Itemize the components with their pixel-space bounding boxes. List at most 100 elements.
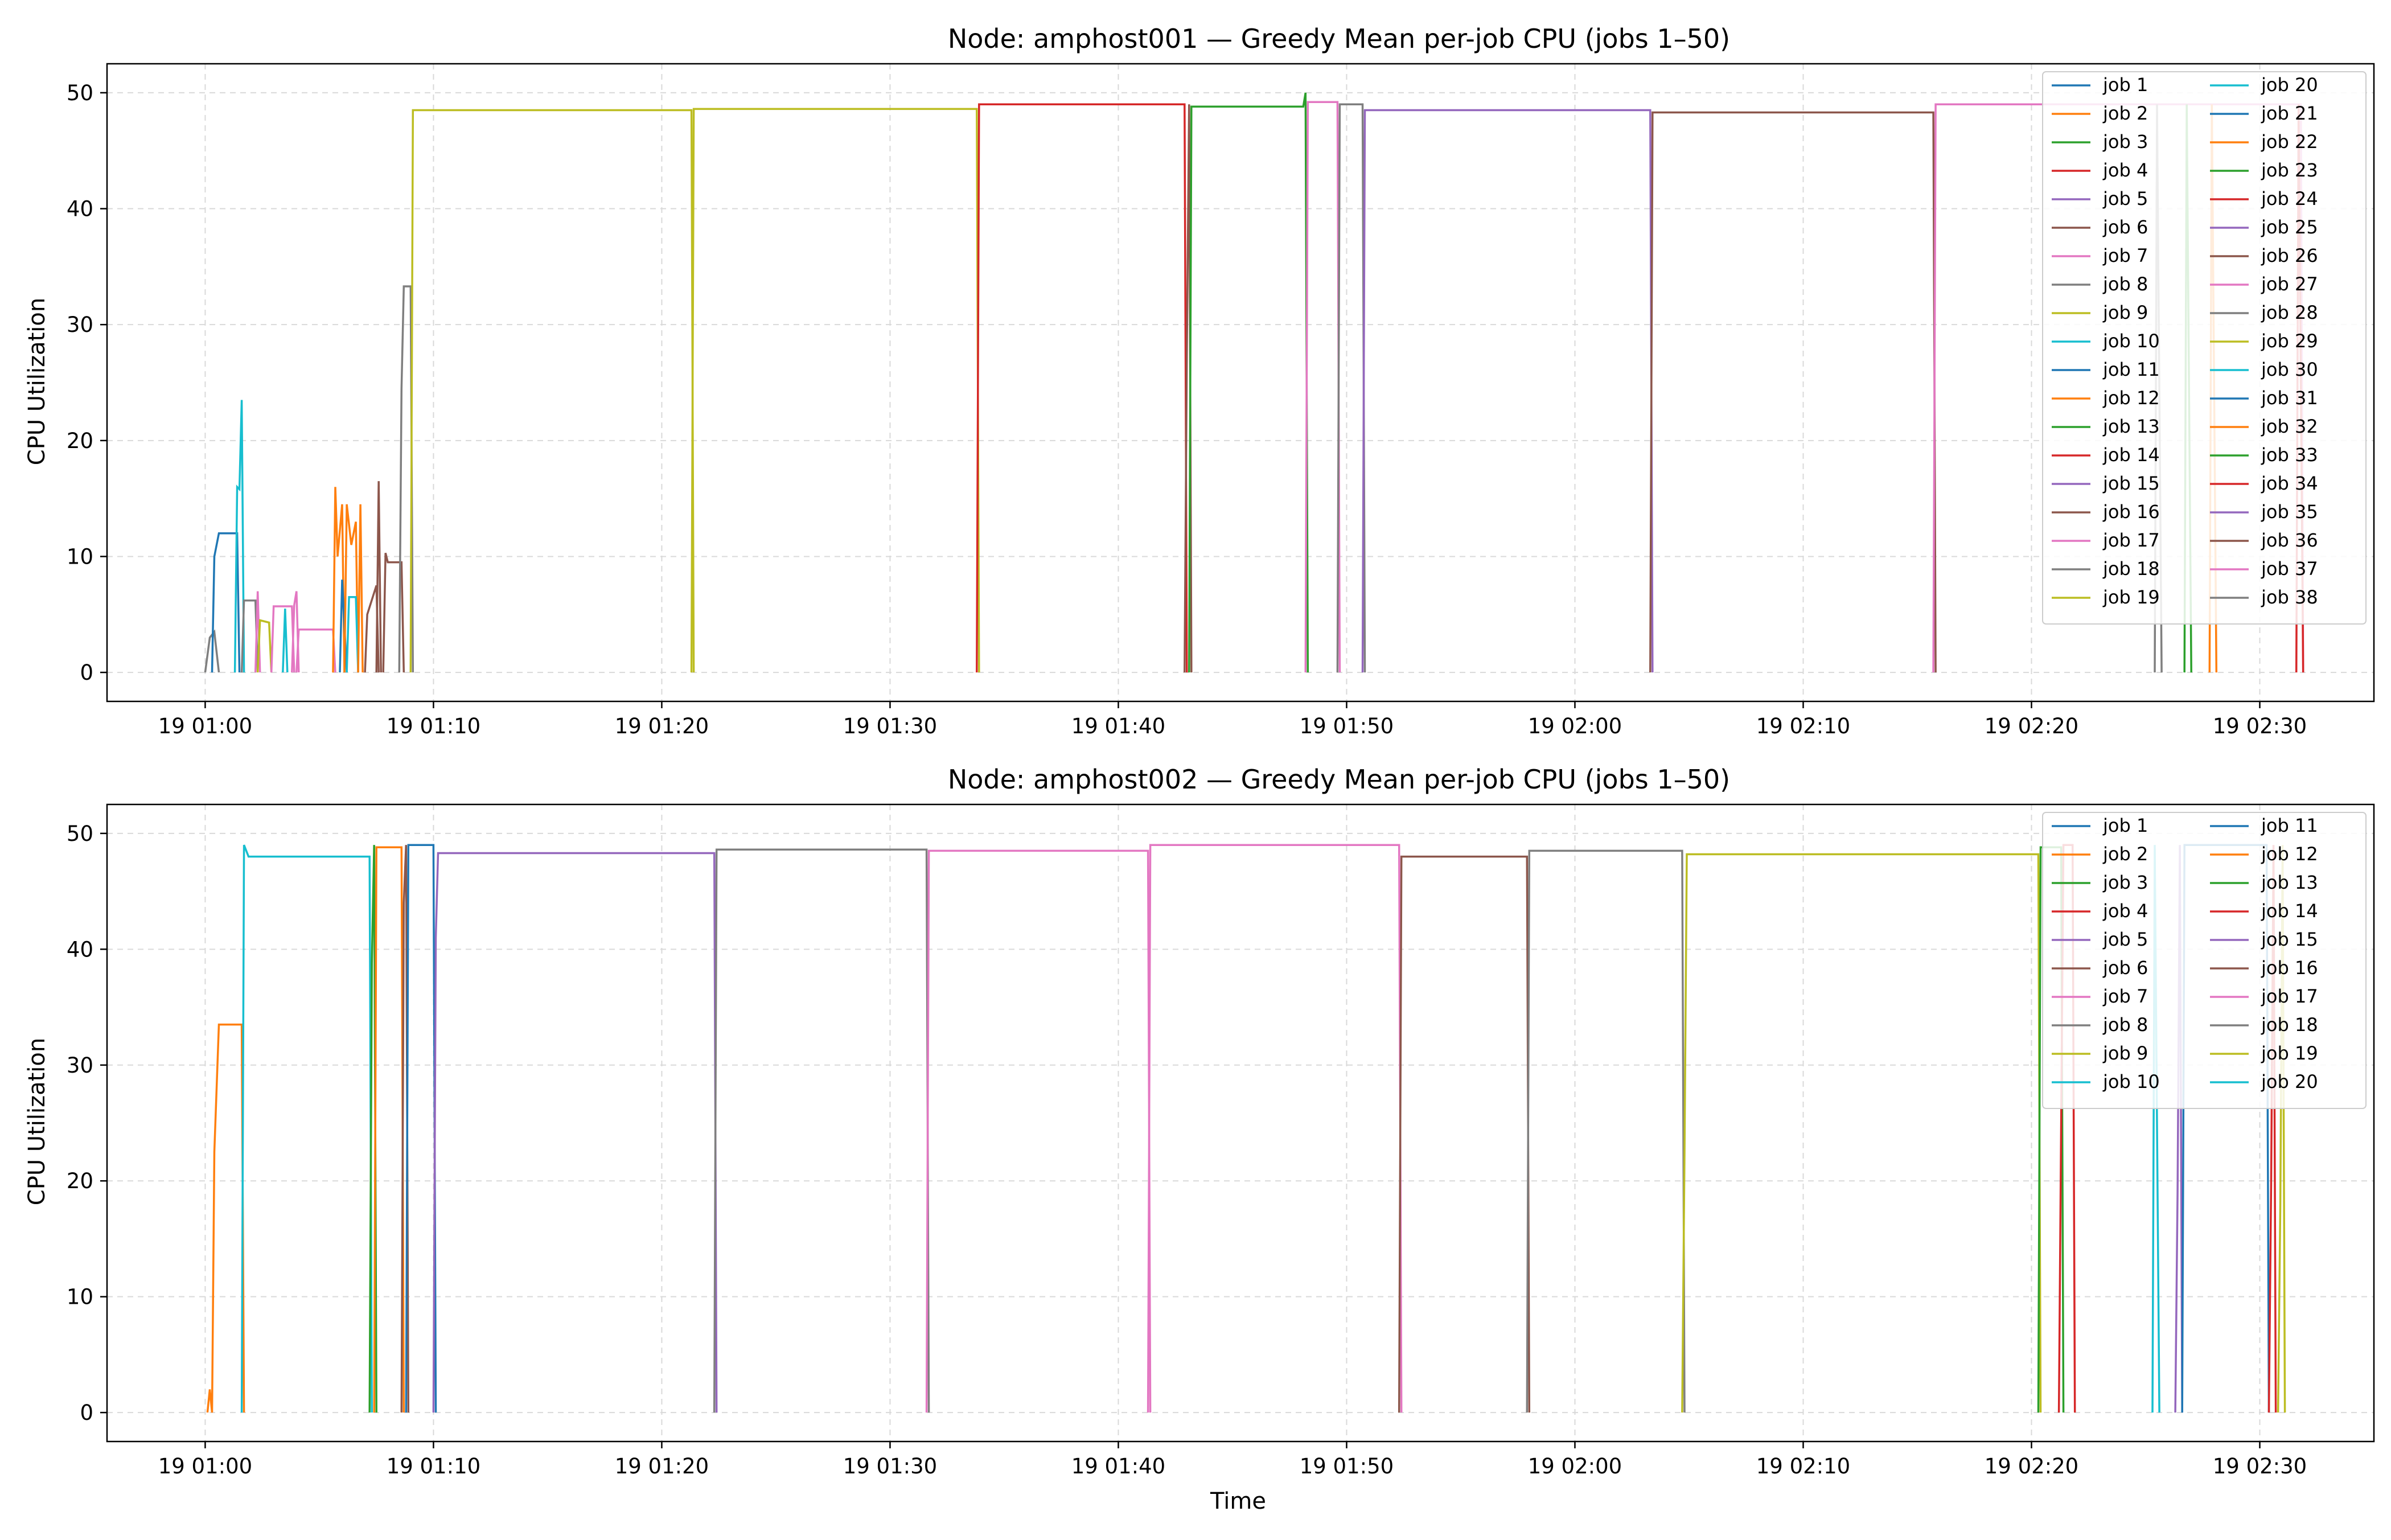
y-tick-label: 20 (67, 429, 93, 453)
tick-labels: 19 01:00 19 01:10 19 01:20 19 01:30 19 01:40… (67, 81, 2307, 738)
legend-entry: job 12 (2261, 843, 2318, 865)
legend-entry: job 22 (2261, 131, 2318, 153)
series-line-job-2 (206, 1023, 245, 1413)
legend-entry: job 23 (2261, 159, 2318, 181)
legend-entry: job 31 (2261, 387, 2318, 409)
legend-entry: job 38 (2261, 586, 2318, 608)
legend-entry: job 20 (2261, 74, 2318, 96)
series-line-job-18 (1526, 849, 1686, 1413)
legend-entry: job 30 (2261, 359, 2318, 380)
series-line-job-11 (211, 532, 241, 673)
y-tick-label: 0 (80, 660, 93, 685)
x-tick-label: 19 01:00 (158, 714, 252, 738)
y-axis-label: CPU Utilization (24, 1038, 50, 1205)
legend-entry: job 1 (2102, 815, 2148, 836)
legend-entry: job 8 (2102, 273, 2148, 295)
x-tick-label: 19 02:10 (1756, 714, 1850, 738)
series-line-job-20 (282, 609, 289, 673)
legend-box (2042, 71, 2367, 625)
plot-frame (106, 63, 2375, 703)
legend-entry: job 9 (2102, 302, 2148, 323)
legend-entry: job 14 (2102, 444, 2160, 466)
x-tick-label: 19 02:00 (1528, 1454, 1622, 1479)
legend-entry: job 26 (2261, 245, 2318, 266)
legend-entry: job 15 (2261, 929, 2318, 950)
legend-entry: job 9 (2102, 1042, 2148, 1064)
legend-entry: job 7 (2102, 985, 2148, 1007)
legend-entry: job 24 (2261, 188, 2318, 210)
x-tick-label: 19 01:40 (1071, 1454, 1165, 1479)
legend-entry: job 25 (2261, 216, 2318, 238)
legend-entry: job 2 (2102, 843, 2148, 865)
legend-entry: job 28 (2261, 302, 2318, 323)
legend-entry: job 34 (2261, 473, 2318, 494)
legend-entry: job 11 (2261, 815, 2318, 836)
legend-entry: job 18 (2102, 558, 2160, 580)
legend-entry: job 12 (2102, 387, 2160, 409)
legend-entry: job 8 (2102, 1014, 2148, 1036)
x-axis-label: Time (1210, 1488, 1266, 1514)
legend-entry: job 6 (2102, 957, 2148, 979)
y-tick-label: 40 (67, 937, 93, 962)
legend-entry: job 2 (2102, 102, 2148, 124)
legend-entry: job 5 (2102, 188, 2148, 210)
legend: job 1 job 2 job 3 job 4 job 5 job 6 job 7 job 8… (2042, 812, 2367, 1109)
legend-entry: job 17 (2261, 985, 2318, 1007)
y-tick-label: 50 (67, 81, 93, 105)
legend-entry: job 36 (2261, 529, 2318, 551)
legend-entry: job 10 (2102, 330, 2160, 352)
legend-entry: job 27 (2261, 273, 2318, 295)
series-line-job-9 (256, 619, 273, 673)
legend-entry: job 33 (2261, 444, 2318, 466)
y-tick-label: 20 (67, 1169, 93, 1193)
series-line-job-30 (346, 596, 359, 673)
legend-entry: job 5 (2102, 929, 2148, 950)
x-tick-label: 19 02:00 (1528, 714, 1622, 738)
x-tick-label: 19 01:00 (158, 1454, 252, 1479)
legend-entry: job 7 (2102, 245, 2148, 266)
legend-box (2042, 812, 2367, 1109)
y-tick-label: 30 (67, 313, 93, 337)
legend-entry: job 3 (2102, 131, 2148, 153)
x-tick-label: 19 01:10 (387, 1454, 480, 1479)
y-tick-label: 10 (67, 1285, 93, 1309)
legend-entry: job 10 (2102, 1071, 2160, 1093)
x-tick-label: 19 01:20 (615, 714, 709, 738)
legend-entry: job 4 (2102, 159, 2148, 181)
legend: job 1 job 2 job 3 job 4 job 5 job 6 job 7 job 8… (2042, 71, 2367, 625)
legend-entry: job 19 (2102, 586, 2160, 608)
legend-entry: job 17 (2102, 529, 2160, 551)
x-tick-label: 19 02:20 (1985, 714, 2078, 738)
x-tick-label: 19 01:10 (387, 714, 480, 738)
legend-entry: job 16 (2102, 501, 2160, 523)
legend-entry: job 3 (2102, 872, 2148, 893)
series-line-job-32 (357, 504, 364, 673)
x-tick-label: 19 01:40 (1071, 714, 1165, 738)
y-tick-label: 30 (67, 1053, 93, 1078)
legend-entry: job 15 (2102, 473, 2160, 494)
x-tick-label: 19 01:30 (843, 1454, 937, 1479)
legend-entry: job 13 (2102, 416, 2160, 437)
y-tick-label: 40 (67, 197, 93, 221)
x-tick-label: 19 02:10 (1756, 1454, 1850, 1479)
x-tick-label: 19 01:20 (615, 1454, 709, 1479)
series-line-job-22 (343, 504, 359, 673)
y-tick-label: 50 (67, 822, 93, 846)
legend-entry: job 35 (2261, 501, 2318, 523)
legend-entry: job 21 (2261, 102, 2318, 124)
legend-entry: job 6 (2102, 216, 2148, 238)
x-tick-label: 19 02:30 (2213, 1454, 2307, 1479)
x-tick-label: 19 02:20 (1985, 1454, 2078, 1479)
legend-entry: job 19 (2261, 1042, 2318, 1064)
series-line-job-36 (375, 481, 382, 673)
x-tick-label: 19 01:30 (843, 714, 937, 738)
tick-labels: 19 01:00 19 01:10 19 01:20 19 01:30 19 01:40… (67, 822, 2307, 1479)
chart-title: Node: amphost002 — Greedy Mean per-job C… (948, 764, 1730, 795)
plot-frame (106, 803, 2375, 1443)
grid (107, 64, 2374, 701)
y-tick-label: 0 (80, 1401, 93, 1425)
series-line-job-10 (240, 844, 373, 1413)
legend-entry: job 37 (2261, 558, 2318, 580)
legend-entry: job 4 (2102, 900, 2148, 922)
